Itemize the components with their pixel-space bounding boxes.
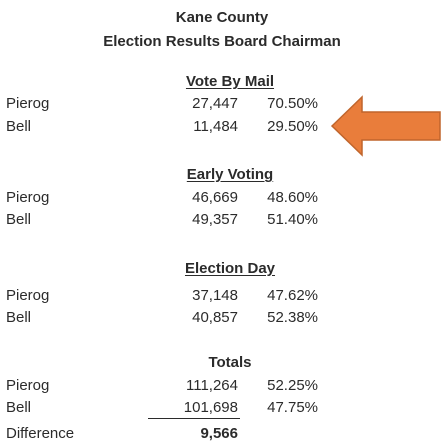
vote-percent: 48.60% bbox=[267, 189, 318, 206]
vote-percent: 47.62% bbox=[267, 287, 318, 304]
candidate-label: Pierog bbox=[6, 189, 50, 206]
section-title-vote-by-mail: Vote By Mail bbox=[185, 73, 275, 90]
difference-label: Difference bbox=[6, 425, 75, 442]
section-title-early-voting: Early Voting bbox=[186, 166, 274, 183]
vote-count: 49,357 bbox=[192, 211, 238, 228]
vote-percent: 29.50% bbox=[267, 118, 318, 135]
vote-count: 111,264 bbox=[186, 377, 238, 394]
vote-percent: 47.75% bbox=[267, 399, 318, 416]
candidate-label: Bell bbox=[6, 309, 32, 326]
difference-value: 9,566 bbox=[200, 425, 238, 442]
vote-count: 37,148 bbox=[192, 287, 238, 304]
vote-count: 46,669 bbox=[192, 189, 238, 206]
vote-count: 11,484 bbox=[193, 118, 238, 135]
vote-count: 40,857 bbox=[192, 309, 238, 326]
sum-rule bbox=[148, 418, 240, 419]
candidate-label: Pierog bbox=[6, 377, 50, 394]
page-title: Kane County bbox=[175, 9, 269, 26]
candidate-label: Pierog bbox=[6, 287, 50, 304]
left-arrow-icon bbox=[330, 95, 441, 157]
section-title-election-day: Election Day bbox=[184, 260, 276, 277]
vote-percent: 52.38% bbox=[267, 309, 318, 326]
vote-count: 101,698 bbox=[183, 399, 238, 416]
page-subtitle: Election Results Board Chairman bbox=[103, 33, 341, 50]
section-title-totals: Totals bbox=[208, 354, 252, 371]
candidate-label: Pierog bbox=[6, 95, 50, 112]
candidate-label: Bell bbox=[6, 118, 32, 135]
vote-percent: 51.40% bbox=[267, 211, 318, 228]
candidate-label: Bell bbox=[6, 399, 32, 416]
vote-percent: 70.50% bbox=[267, 95, 318, 112]
vote-count: 27,447 bbox=[192, 95, 238, 112]
candidate-label: Bell bbox=[6, 211, 32, 228]
vote-percent: 52.25% bbox=[267, 377, 318, 394]
